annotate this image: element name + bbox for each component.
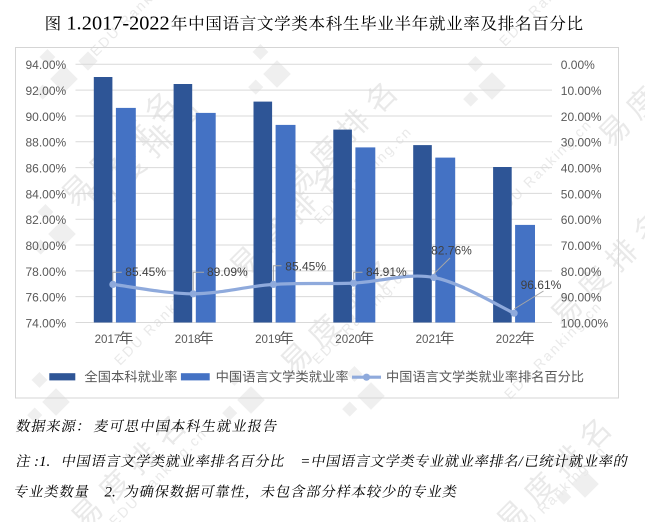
svg-text:74.00%: 74.00% bbox=[25, 316, 66, 330]
svg-text:2017-2022: 2017-2022 bbox=[82, 12, 170, 34]
svg-text::1.: :1. bbox=[34, 454, 50, 470]
svg-text:2.: 2. bbox=[105, 485, 116, 501]
svg-text:40.00%: 40.00% bbox=[561, 161, 602, 175]
svg-text:30.00%: 30.00% bbox=[561, 136, 602, 150]
svg-text:89.09%: 89.09% bbox=[207, 265, 248, 279]
svg-text:82.00%: 82.00% bbox=[25, 213, 66, 227]
svg-text:2018: 2018 bbox=[175, 333, 201, 346]
svg-text:70.00%: 70.00% bbox=[561, 239, 602, 253]
svg-text:2020: 2020 bbox=[335, 333, 361, 346]
svg-text:85.45%: 85.45% bbox=[125, 265, 166, 279]
svg-text:85.45%: 85.45% bbox=[285, 259, 326, 273]
svg-text:2019: 2019 bbox=[255, 333, 281, 346]
svg-text:10.00%: 10.00% bbox=[561, 84, 602, 98]
svg-text:80.00%: 80.00% bbox=[25, 239, 66, 253]
svg-text:60.00%: 60.00% bbox=[561, 213, 602, 227]
svg-text:=: = bbox=[300, 454, 310, 470]
svg-text:94.00%: 94.00% bbox=[25, 58, 66, 72]
svg-text:0.00%: 0.00% bbox=[561, 58, 595, 72]
svg-text:92.00%: 92.00% bbox=[25, 84, 66, 98]
svg-text:80.00%: 80.00% bbox=[561, 265, 602, 279]
svg-text:78.00%: 78.00% bbox=[25, 265, 66, 279]
svg-text:76.00%: 76.00% bbox=[25, 291, 66, 305]
svg-text:50.00%: 50.00% bbox=[561, 187, 602, 201]
svg-text:84.00%: 84.00% bbox=[25, 187, 66, 201]
svg-text:96.61%: 96.61% bbox=[521, 278, 562, 292]
svg-text:90.00%: 90.00% bbox=[25, 110, 66, 124]
svg-text:/: / bbox=[518, 454, 525, 470]
svg-text:20.00%: 20.00% bbox=[561, 110, 602, 124]
svg-text:2017: 2017 bbox=[95, 333, 121, 346]
svg-text:2022: 2022 bbox=[496, 333, 522, 346]
svg-text:84.91%: 84.91% bbox=[366, 265, 407, 279]
svg-text:2021: 2021 bbox=[416, 333, 442, 346]
svg-text:82.76%: 82.76% bbox=[431, 243, 472, 257]
svg-text:100.00%: 100.00% bbox=[561, 316, 609, 330]
svg-text:86.00%: 86.00% bbox=[25, 161, 66, 175]
svg-text:1.: 1. bbox=[66, 12, 81, 34]
svg-text:88.00%: 88.00% bbox=[25, 136, 66, 150]
svg-text:90.00%: 90.00% bbox=[561, 291, 602, 305]
